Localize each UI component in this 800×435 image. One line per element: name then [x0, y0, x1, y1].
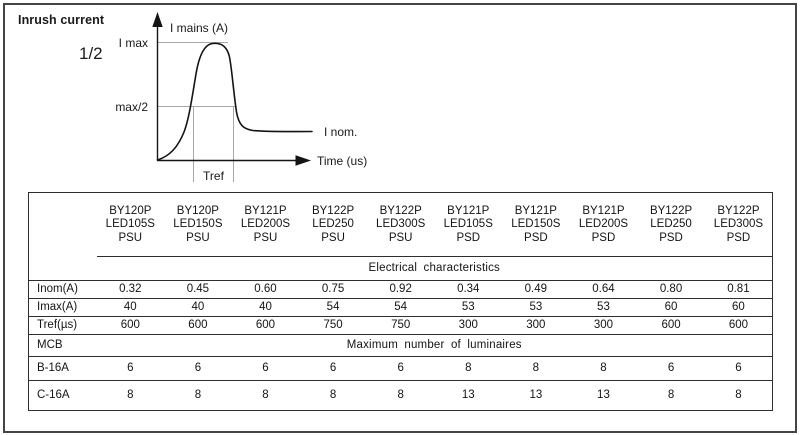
cell: 8: [329, 388, 337, 401]
cell: 0.60: [231, 280, 300, 299]
cell: 0.81: [704, 280, 773, 299]
row-label: Imax(A): [28, 298, 97, 317]
cell: 54: [299, 298, 367, 317]
cell: 8: [262, 388, 269, 401]
cell: 750: [366, 316, 435, 335]
section-empty-cell: [28, 256, 97, 281]
x-axis-arrow-icon: [295, 155, 311, 166]
cell: 0.75: [299, 280, 367, 299]
inrush-curve: [156, 42, 313, 161]
cell: 8: [735, 388, 742, 401]
row-label: Tref(µs): [28, 316, 97, 335]
y-axis-arrow-icon: [152, 12, 163, 27]
cell: 53: [434, 298, 503, 317]
cell: 13: [529, 388, 543, 401]
cell: 53: [502, 298, 570, 317]
column-header: BY120P LED150S PSU: [164, 192, 232, 257]
cell: 8: [127, 388, 134, 401]
table-row-inom: Inom(A) 0.32 0.45 0.60 0.75 0.92 0.34 0.…: [28, 280, 773, 299]
table-row-c16a: C-16A 8 8 8 8 8 13 13 13 8 8: [29, 381, 773, 411]
cell: 750: [299, 316, 367, 335]
table-row-tref: Tref(µs) 600 600 600 750 750 300 300 300…: [28, 316, 773, 335]
column-header: BY121P LED150S PSD: [502, 192, 570, 257]
section-title: Electrical characteristics: [96, 256, 773, 281]
imax-label: I max: [119, 36, 148, 50]
figure-title: Inrush current: [18, 13, 105, 27]
column-header: BY122P LED250 PSU: [299, 192, 367, 257]
cell: 60: [637, 298, 705, 317]
column-header: BY122P LED300S PSD: [704, 192, 773, 257]
cell: 13: [597, 388, 610, 401]
cell: 8: [434, 356, 503, 381]
cell: 600: [704, 316, 773, 335]
cell: 0.92: [366, 280, 435, 299]
cell: 8: [502, 356, 570, 381]
table-header-row: BY120P LED105S PSU BY120P LED150S PSU BY…: [29, 192, 773, 257]
cell: 0.64: [569, 280, 638, 299]
cell: 60: [704, 298, 773, 317]
cell: 8: [397, 388, 404, 401]
x-axis-label: Time (us): [317, 154, 367, 168]
cell: 0.34: [434, 280, 503, 299]
section-row-mcb: MCB Maximum number of luminaires: [28, 334, 773, 357]
inrush-current-diagram: I mains (A) I max max/2 I nom. Time (us)…: [115, 12, 367, 183]
cell: 0.32: [96, 280, 165, 299]
mcb-label: MCB: [28, 334, 97, 357]
row-label: B-16A: [28, 356, 97, 381]
cell: 40: [96, 298, 165, 317]
section-row-electrical: Electrical characteristics: [28, 256, 773, 281]
cell: 300: [569, 316, 638, 335]
table-row-imax: Imax(A) 40 40 40 54 54 53 53 53 60 60: [28, 298, 773, 317]
cell: 6: [366, 356, 435, 381]
cell: 13: [461, 388, 475, 401]
cell: 6: [231, 356, 300, 381]
electrical-characteristics-table: BY120P LED105S PSU BY120P LED150S PSU BY…: [28, 192, 773, 411]
tref-label: Tref: [203, 169, 225, 183]
cell: 8: [569, 356, 638, 381]
row-label: C-16A: [37, 388, 70, 401]
cell: 0.80: [637, 280, 705, 299]
column-header: BY120P LED105S PSU: [96, 192, 165, 257]
row-label: Inom(A): [28, 280, 97, 299]
cell: 6: [704, 356, 773, 381]
cell: 8: [194, 388, 202, 401]
cell: 54: [366, 298, 435, 317]
column-header: BY122P LED250 PSD: [637, 192, 705, 257]
column-header: BY121P LED200S PSD: [569, 192, 638, 257]
cell: 8: [667, 388, 675, 401]
cell: 6: [96, 356, 165, 381]
column-header: BY121P LED105S PSD: [434, 192, 503, 257]
column-header: BY122P LED300S PSU: [366, 192, 435, 257]
page-number-label: 1/2: [79, 44, 103, 63]
cell: 600: [96, 316, 165, 335]
y-axis-label: I mains (A): [170, 21, 228, 35]
cell: 600: [164, 316, 232, 335]
header-empty-cell: [29, 193, 97, 257]
cell: 40: [164, 298, 232, 317]
column-header: BY121P LED200S PSU: [231, 192, 300, 257]
cell: 40: [231, 298, 300, 317]
halfmax-label: max/2: [115, 100, 148, 114]
cell: 300: [502, 316, 570, 335]
cell: 300: [434, 316, 503, 335]
inom-label: I nom.: [324, 125, 357, 139]
cell: 6: [299, 356, 367, 381]
cell: 6: [164, 356, 232, 381]
cell: 0.49: [502, 280, 570, 299]
table-row-b16a: B-16A 6 6 6 6 6 8 8 8 6 6: [28, 356, 773, 381]
cell: 6: [637, 356, 705, 381]
cell: 600: [637, 316, 705, 335]
cell: 0.45: [164, 280, 232, 299]
section-title: Maximum number of luminaires: [96, 334, 773, 357]
cell: 600: [231, 316, 300, 335]
cell: 53: [569, 298, 638, 317]
